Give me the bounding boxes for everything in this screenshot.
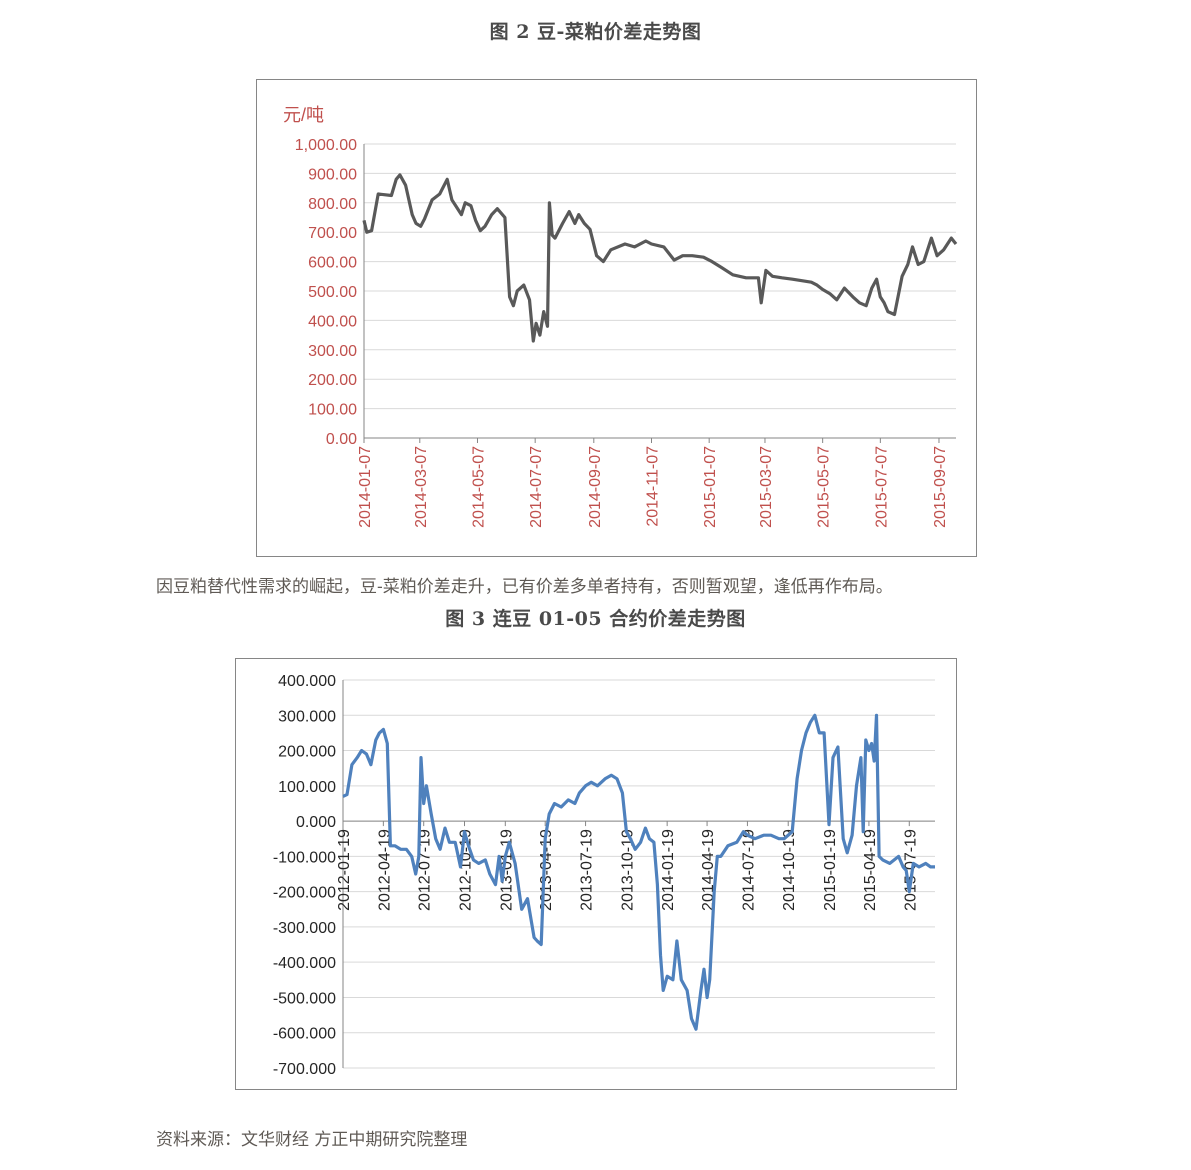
y-tick-label: 200.00 bbox=[308, 372, 357, 389]
y-tick-label: 200.000 bbox=[278, 744, 336, 761]
x-tick-label: 2013-07-19 bbox=[579, 829, 596, 911]
y-tick-label: -700.000 bbox=[273, 1061, 336, 1078]
source-note: 资料来源：文华财经 方正中期研究院整理 bbox=[156, 1130, 468, 1150]
x-tick-label: 2015-07-07 bbox=[873, 446, 890, 528]
y-tick-label: -400.000 bbox=[273, 955, 336, 972]
y-tick-label: 800.00 bbox=[308, 196, 357, 213]
y-tick-label: 400.00 bbox=[308, 313, 357, 330]
x-tick-label: 2014-07-07 bbox=[528, 446, 545, 528]
x-tick-label: 2015-05-07 bbox=[816, 446, 833, 528]
y-tick-label: -100.000 bbox=[273, 849, 336, 866]
x-tick-label: 2014-01-19 bbox=[660, 829, 677, 911]
y-tick-label: 1,000.00 bbox=[295, 137, 357, 154]
x-tick-label: 2013-04-19 bbox=[538, 829, 555, 911]
x-tick-label: 2014-01-07 bbox=[357, 446, 374, 528]
x-tick-label: 2014-03-07 bbox=[413, 446, 430, 528]
analysis-note: 因豆粕替代性需求的崛起，豆-菜粕价差走升，已有价差多单者持有，否则暂观望，逢低再… bbox=[156, 577, 893, 597]
chart-2-svg: 1,000.00 900.00 800.00 700.00 600.00 500.00 40… bbox=[283, 105, 958, 528]
y-axis-label: 元/吨 bbox=[283, 105, 324, 125]
x-tick-label: 2014-07-19 bbox=[740, 829, 757, 911]
y-tick-label: 300.00 bbox=[308, 343, 357, 360]
y-tick-label: 900.00 bbox=[308, 166, 357, 183]
y-tick-label: 300.000 bbox=[278, 708, 336, 725]
x-tick-label: 2015-03-07 bbox=[758, 446, 775, 528]
y-tick-label: 0.00 bbox=[326, 431, 357, 448]
y-tick-label: 500.00 bbox=[308, 284, 357, 301]
y-tick-label: 400.000 bbox=[278, 673, 336, 690]
x-tick-label: 2013-10-19 bbox=[619, 829, 636, 911]
y-tick-label: -500.000 bbox=[273, 990, 336, 1007]
x-tick-label: 2015-09-07 bbox=[932, 446, 949, 528]
y-tick-label: 700.00 bbox=[308, 225, 357, 242]
x-tick-label: 2012-04-19 bbox=[376, 829, 393, 911]
x-tick-label: 2014-05-07 bbox=[470, 446, 487, 528]
x-tick-label: 2014-11-07 bbox=[644, 446, 661, 527]
chart-3-svg: 400.000 300.000 200.000 100.000 0.000 -100.00… bbox=[273, 673, 935, 1078]
chart-3-box: 400.000 300.000 200.000 100.000 0.000 -100.00… bbox=[235, 658, 957, 1090]
x-tick-label: 2012-01-19 bbox=[336, 829, 353, 911]
y-tick-label: 100.000 bbox=[278, 779, 336, 796]
fig3-title: 图 3 连豆 01-05 合约价差走势图 bbox=[445, 608, 746, 630]
y-tick-label: 0.000 bbox=[296, 814, 336, 831]
series-line bbox=[342, 713, 935, 1031]
x-tick-label: 2015-01-19 bbox=[822, 829, 839, 911]
x-tick-label: 2012-07-19 bbox=[417, 829, 434, 911]
fig2-title: 图 2 豆-菜粕价差走势图 bbox=[489, 21, 702, 43]
series-line bbox=[362, 173, 958, 343]
y-tick-label: -600.000 bbox=[273, 1026, 336, 1043]
y-tick-label: 600.00 bbox=[308, 255, 357, 272]
y-tick-label: 100.00 bbox=[308, 402, 357, 419]
x-tick-label: 2014-10-19 bbox=[781, 829, 798, 911]
x-tick-label: 2015-01-07 bbox=[702, 446, 719, 528]
y-tick-label: -200.000 bbox=[273, 885, 336, 902]
x-tick-label: 2015-04-19 bbox=[862, 829, 879, 911]
x-tick-label: 2014-09-07 bbox=[587, 446, 604, 528]
chart-2-box: 1,000.00 900.00 800.00 700.00 600.00 500.00 40… bbox=[256, 79, 977, 557]
y-tick-label: -300.000 bbox=[273, 920, 336, 937]
